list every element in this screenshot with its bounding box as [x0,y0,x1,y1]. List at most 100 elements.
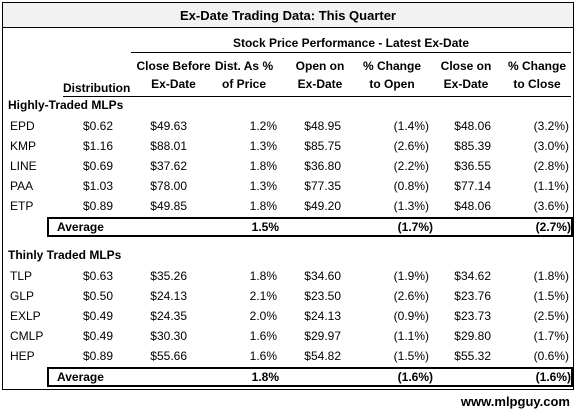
cell-open: $77.35 [304,179,341,193]
cell-pct-close: (2.5%) [533,309,569,323]
cell-close-before: $37.62 [150,159,187,173]
cell-close-on: $23.76 [454,289,491,303]
cell-dist: $0.89 [82,349,113,363]
cell-pct-open: (2.6%) [393,289,429,303]
header-close-on-1: Close on [440,59,492,73]
average-pct-close: (1.6%) [535,370,571,384]
section-label: Highly-Traded MLPs [8,98,124,112]
cell-dist-pct: 1.3% [249,139,277,153]
average-row: Average 1.8% (1.6%) (1.6%) [47,367,573,387]
cell-pct-open: (1.1%) [393,329,429,343]
cell-ticker: CMLP [10,329,44,343]
cell-ticker: GLP [10,289,35,303]
cell-ticker: PAA [10,179,34,193]
cell-close-before: $78.00 [150,179,187,193]
average-dist-pct: 1.8% [251,370,279,384]
cell-ticker: TLP [10,269,33,283]
header-open-2: Ex-Date [297,77,343,91]
cell-dist-pct: 1.8% [249,159,277,173]
cell-dist: $0.89 [82,199,113,213]
cell-close-on: $23.73 [454,309,491,323]
cell-ticker: HEP [10,349,35,363]
header-dist-pct-1: Dist. As % [214,59,274,73]
cell-close-on: $55.32 [454,349,491,363]
cell-pct-close: (1.1%) [533,179,569,193]
header-close-on-2: Ex-Date [443,77,489,91]
cell-pct-close: (3.0%) [533,139,569,153]
cell-pct-open: (1.4%) [393,119,429,133]
average-row: Average 1.5% (1.7%) (2.7%) [47,217,573,237]
cell-close-before: $30.30 [150,329,187,343]
cell-pct-close: (0.6%) [533,349,569,363]
header-dist-pct-2: of Price [221,77,266,91]
cell-ticker: LINE [10,159,37,173]
footer-url: www.mlpguy.com [460,394,570,409]
cell-close-before: $49.63 [150,119,187,133]
cell-ticker: ETP [10,199,34,213]
average-dist-pct: 1.5% [251,220,279,234]
cell-open: $54.82 [304,349,341,363]
cell-dist: $1.16 [82,139,113,153]
cell-open: $29.97 [304,329,341,343]
cell-open: $85.75 [304,139,341,153]
cell-dist-pct: 1.3% [249,179,277,193]
cell-pct-open: (2.6%) [393,139,429,153]
cell-dist: $0.69 [82,159,113,173]
cell-close-on: $48.06 [454,199,491,213]
cell-dist-pct: 2.1% [249,289,277,303]
span-header: Stock Price Performance - Latest Ex-Date [131,36,571,53]
cell-pct-close: (1.5%) [533,289,569,303]
cell-pct-open: (0.8%) [393,179,429,193]
cell-close-on: $77.14 [454,179,491,193]
cell-open: $24.13 [304,309,341,323]
average-pct-close: (2.7%) [535,220,571,234]
header-pct-close-2: to Close [513,77,561,91]
cell-dist-pct: 1.8% [249,269,277,283]
cell-pct-open: (1.5%) [393,349,429,363]
cell-dist: $0.62 [82,119,113,133]
cell-ticker: EXLP [10,309,41,323]
cell-dist: $0.49 [82,329,113,343]
cell-dist: $1.03 [82,179,113,193]
cell-dist-pct: 1.6% [249,349,277,363]
cell-pct-open: (1.3%) [393,199,429,213]
header-distribution-2: Distribution [63,81,131,95]
cell-open: $49.20 [304,199,341,213]
cell-pct-close: (3.6%) [533,199,569,213]
cell-open: $34.60 [304,269,341,283]
header-underline [63,96,571,97]
header-pct-close-1: % Change [507,59,566,73]
cell-pct-open: (1.9%) [393,269,429,283]
cell-close-before: $88.01 [150,139,187,153]
cell-close-before: $24.35 [150,309,187,323]
average-label: Average [57,220,104,234]
average-pct-open: (1.6%) [397,370,433,384]
cell-open: $48.95 [304,119,341,133]
cell-pct-close: (1.8%) [533,269,569,283]
cell-pct-close: (3.2%) [533,119,569,133]
cell-dist-pct: 1.8% [249,199,277,213]
cell-open: $36.80 [304,159,341,173]
table-title: Ex-Date Trading Data: This Quarter [3,3,573,28]
average-label: Average [57,370,104,384]
header-close-before-2: Ex-Date [151,77,196,91]
cell-pct-close: (1.7%) [533,329,569,343]
cell-close-before: $24.13 [150,289,187,303]
cell-pct-open: (2.2%) [393,159,429,173]
cell-dist-pct: 1.2% [249,119,277,133]
cell-close-on: $48.06 [454,119,491,133]
cell-ticker: KMP [10,139,37,153]
header-pct-open-1: % Change [362,59,421,73]
cell-dist-pct: 2.0% [249,309,277,323]
average-pct-open: (1.7%) [397,220,433,234]
cell-close-on: $34.62 [454,269,491,283]
cell-dist: $0.49 [82,309,113,323]
cell-ticker: EPD [10,119,35,133]
data-table: Ex-Date Trading Data: This Quarter Stock… [2,2,574,390]
cell-pct-open: (0.9%) [393,309,429,323]
cell-close-before: $55.66 [150,349,187,363]
cell-dist: $0.63 [82,269,113,283]
cell-close-before: $49.85 [150,199,187,213]
header-close-before-1: Close Before [136,59,211,73]
section-label: Thinly Traded MLPs [8,248,122,262]
